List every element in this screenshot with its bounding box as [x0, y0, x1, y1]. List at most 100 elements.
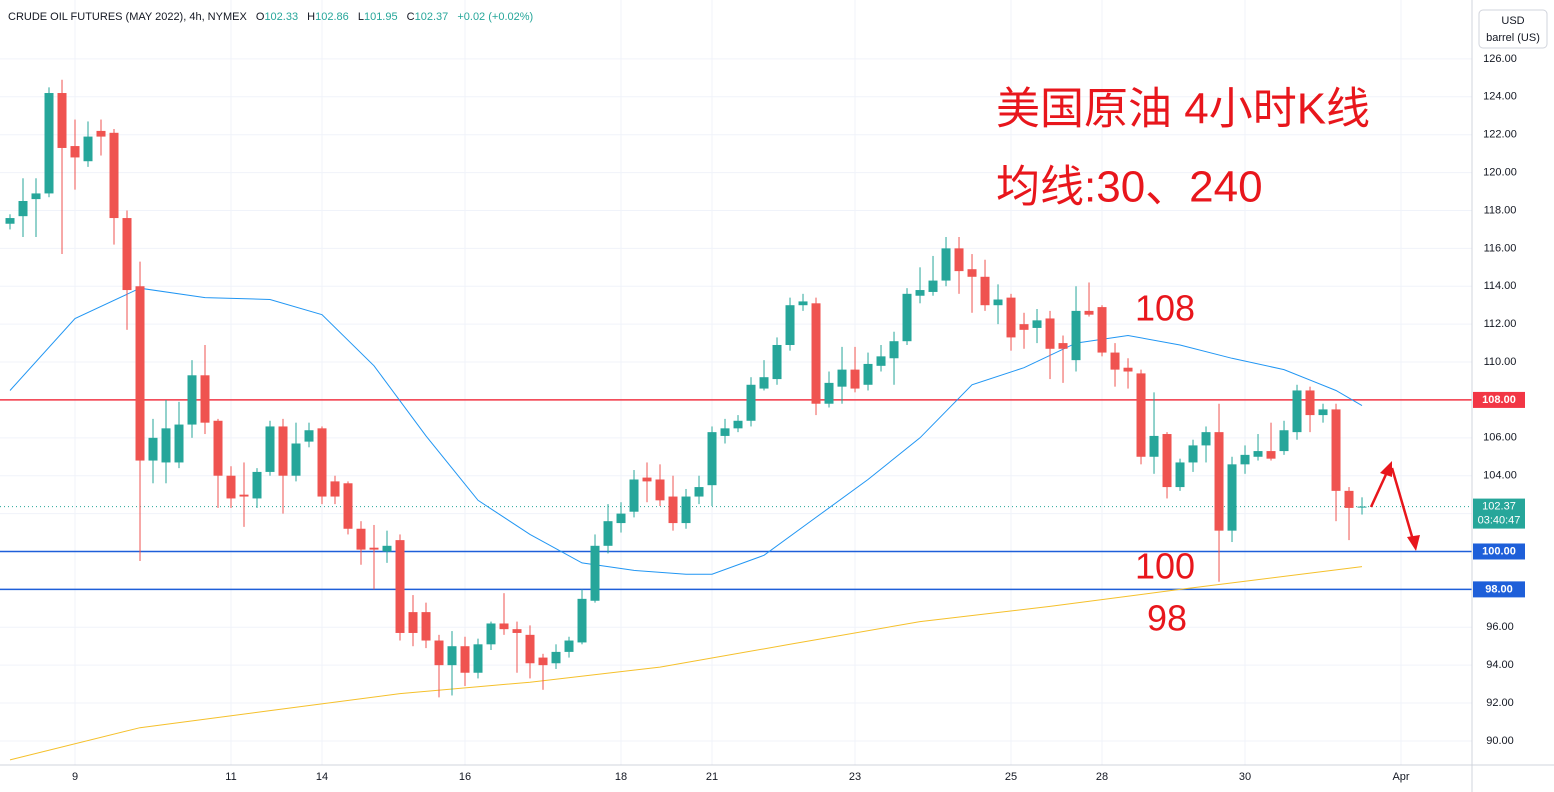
- candle-body: [616, 513, 626, 524]
- y-tick-label: 94.00: [1486, 659, 1514, 671]
- candle-body: [655, 479, 665, 501]
- candle-body: [980, 276, 990, 306]
- x-tick-label: 21: [706, 771, 718, 783]
- candle-body: [863, 363, 873, 385]
- candle-body: [109, 132, 119, 219]
- candle-body: [993, 299, 1003, 306]
- candle-body: [460, 646, 470, 673]
- candle-body: [694, 487, 704, 497]
- candle-body: [278, 426, 288, 476]
- annotation-level: 100: [1135, 546, 1195, 587]
- ohlc-value: 102.37: [414, 11, 449, 23]
- candle-body: [1123, 367, 1133, 372]
- candle-body: [512, 629, 522, 633]
- candle-body: [954, 248, 964, 272]
- candle-body: [525, 634, 535, 664]
- candle-body: [564, 640, 574, 652]
- annotation-title: 美国原油 4小时K线: [996, 85, 1370, 134]
- candle-body: [824, 382, 834, 404]
- candle-body: [902, 293, 912, 342]
- candle-body: [1071, 310, 1081, 361]
- candle-body: [551, 651, 561, 664]
- candle-body: [746, 384, 756, 421]
- ohlc-key: L: [357, 11, 364, 23]
- candle-body: [252, 471, 262, 499]
- candle-body: [1318, 409, 1328, 416]
- ohlc-key: O: [255, 11, 265, 23]
- currency: USD: [1501, 15, 1524, 27]
- candle-body: [369, 547, 379, 550]
- candle-body: [1097, 307, 1107, 353]
- candle-body: [1058, 343, 1068, 349]
- countdown: 03:40:47: [1478, 514, 1521, 526]
- candle-body: [759, 377, 769, 389]
- x-tick-label: 25: [1005, 771, 1017, 783]
- candle-body: [57, 93, 67, 148]
- candle-body: [811, 303, 821, 404]
- candle-body: [928, 280, 938, 292]
- candle-body: [1019, 324, 1029, 330]
- y-tick-label: 110.00: [1484, 356, 1517, 368]
- unit-box[interactable]: [1478, 9, 1548, 49]
- candle-body: [733, 420, 743, 429]
- y-tick-label: 118.00: [1484, 204, 1517, 216]
- candle-body: [1266, 451, 1276, 459]
- candle-body: [5, 218, 15, 224]
- ohlc-value: 102.33: [264, 11, 299, 23]
- candle-body: [915, 290, 925, 296]
- candle-body: [681, 496, 691, 524]
- candle-body: [1006, 297, 1016, 338]
- candle-body: [44, 93, 54, 194]
- ohlc: C102.37: [407, 11, 449, 23]
- ohlc: L101.95: [358, 11, 398, 23]
- candle-body: [1253, 451, 1263, 457]
- candle-body: [1188, 445, 1198, 463]
- candle-body: [1162, 434, 1172, 488]
- y-tick-label: 124.00: [1483, 91, 1517, 103]
- annotation-level: 108: [1135, 288, 1195, 329]
- candle-body: [1331, 409, 1341, 491]
- candle-body: [239, 494, 249, 497]
- candle-body: [1084, 310, 1094, 315]
- candle-body: [187, 375, 197, 425]
- candle-body: [629, 479, 639, 512]
- candle-body: [577, 598, 587, 643]
- level-label: 108.00: [1482, 394, 1516, 406]
- ohlc: H102.86: [307, 11, 349, 23]
- candle-body: [343, 483, 353, 529]
- candle-body: [1136, 373, 1146, 457]
- candle-body: [538, 657, 548, 666]
- level-label-box: [1473, 543, 1525, 560]
- arrow: [1369, 461, 1420, 551]
- candle-body: [174, 424, 184, 463]
- y-tick-label: 120.00: [1483, 166, 1517, 178]
- level-label: 98.00: [1485, 583, 1513, 595]
- candle-body: [161, 428, 171, 463]
- candle-body: [603, 521, 613, 546]
- candle-body: [967, 269, 977, 277]
- candle-body: [1292, 390, 1302, 433]
- candle-body: [499, 623, 509, 630]
- candle-body: [1279, 430, 1289, 452]
- candle-body: [330, 481, 340, 497]
- x-tick-label: 28: [1096, 771, 1108, 783]
- x-tick-label: Apr: [1392, 771, 1409, 783]
- legend-header: CRUDE OIL FUTURES (MAY 2022), 4h, NYMEX …: [8, 11, 533, 23]
- candle-body: [1032, 320, 1042, 328]
- x-tick-label: 30: [1239, 771, 1251, 783]
- candle-body: [447, 646, 457, 666]
- candle-body: [70, 146, 80, 158]
- candle-body: [486, 623, 496, 645]
- y-tick-label: 116.00: [1484, 242, 1517, 254]
- candle-body: [213, 420, 223, 476]
- candle-body: [837, 369, 847, 387]
- candle-body: [1175, 462, 1185, 488]
- candle-body: [850, 369, 860, 389]
- level-label-box: [1473, 581, 1525, 598]
- candle-body: [473, 644, 483, 673]
- ohlc-key: H: [307, 11, 316, 23]
- candle-body: [96, 130, 106, 137]
- change: +0.02 (+0.02%): [457, 11, 534, 23]
